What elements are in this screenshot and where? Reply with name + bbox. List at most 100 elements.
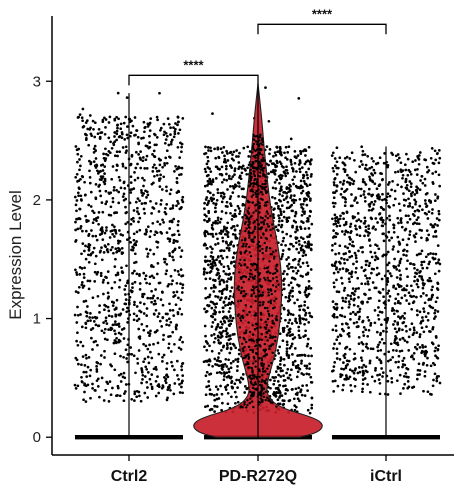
data-point: [378, 381, 382, 385]
data-point: [236, 224, 239, 227]
data-point: [340, 322, 344, 326]
data-point: [153, 163, 156, 167]
data-point: [234, 346, 238, 350]
data-point: [103, 337, 107, 341]
data-point: [399, 221, 403, 224]
data-point: [285, 343, 289, 347]
data-point: [220, 392, 224, 396]
data-point: [270, 326, 273, 329]
data-point: [157, 210, 161, 213]
data-point: [80, 252, 83, 256]
data-point: [81, 344, 85, 348]
data-point: [219, 147, 223, 151]
data-point: [133, 252, 137, 256]
data-point: [296, 370, 300, 374]
data-point: [249, 215, 252, 219]
data-point: [274, 339, 277, 342]
data-point: [253, 225, 257, 229]
data-point: [203, 234, 207, 238]
data-point: [221, 368, 224, 371]
data-point: [220, 349, 223, 352]
data-point: [396, 323, 400, 326]
data-point: [407, 197, 410, 201]
data-point: [300, 166, 304, 169]
data-point: [165, 361, 169, 365]
data-point: [214, 203, 218, 207]
data-point: [89, 126, 92, 130]
data-point: [92, 218, 96, 221]
data-point: [221, 236, 224, 240]
data-point: [341, 296, 344, 300]
data-point: [340, 276, 343, 280]
data-point: [386, 276, 390, 280]
data-point: [158, 163, 162, 167]
data-point: [381, 254, 385, 258]
data-point: [331, 166, 335, 170]
data-point: [240, 171, 244, 175]
data-point: [212, 302, 216, 306]
data-point: [330, 154, 334, 157]
data-point: [281, 194, 284, 198]
data-point: [377, 272, 381, 275]
data-point: [226, 235, 230, 239]
data-point: [376, 221, 379, 224]
data-point: [252, 172, 255, 176]
data-point: [141, 176, 144, 180]
data-point: [289, 281, 293, 285]
data-point: [272, 382, 276, 386]
data-point: [273, 207, 276, 211]
data-point: [231, 153, 234, 156]
data-point: [361, 390, 364, 394]
data-point: [252, 138, 255, 141]
x-tick-label: Ctrl2: [111, 468, 148, 485]
data-point: [138, 309, 141, 313]
data-point: [88, 279, 92, 283]
data-point: [132, 312, 136, 316]
bracket-line: [257, 23, 387, 35]
data-point: [209, 300, 213, 304]
data-point: [388, 295, 392, 298]
data-point: [370, 271, 373, 275]
data-point: [380, 178, 384, 182]
data-point: [132, 209, 136, 212]
data-point: [218, 282, 222, 286]
data-point: [138, 216, 142, 220]
data-point: [227, 310, 231, 313]
data-point: [233, 390, 237, 394]
data-point: [175, 204, 178, 208]
data-point: [397, 315, 400, 318]
data-point: [282, 399, 286, 403]
data-point: [377, 343, 380, 347]
data-point: [207, 173, 210, 177]
data-point: [287, 356, 291, 360]
data-point: [146, 355, 150, 359]
data-point: [344, 374, 348, 377]
data-point: [179, 141, 182, 145]
data-point: [368, 261, 372, 265]
data-point: [242, 349, 245, 353]
data-point: [248, 236, 251, 239]
data-point: [307, 284, 311, 288]
data-point: [129, 131, 133, 135]
data-point: [115, 394, 118, 398]
data-point: [237, 195, 240, 198]
data-point: [75, 273, 79, 276]
data-point: [261, 251, 264, 255]
data-point: [301, 275, 304, 278]
data-point: [172, 233, 176, 236]
data-point: [171, 330, 175, 334]
data-point: [214, 385, 218, 389]
data-point: [422, 260, 426, 264]
data-point: [177, 296, 180, 300]
data-point: [205, 271, 209, 275]
data-point: [285, 186, 289, 189]
data-point: [214, 177, 218, 180]
data-point: [100, 258, 104, 262]
data-point: [382, 295, 385, 299]
data-point: [133, 392, 137, 396]
data-point: [103, 116, 106, 120]
data-point: [437, 258, 441, 262]
data-point: [109, 248, 113, 252]
data-point: [148, 275, 152, 279]
data-point: [246, 313, 249, 316]
